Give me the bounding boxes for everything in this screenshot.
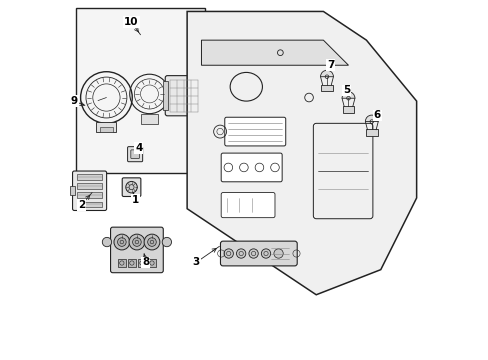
Polygon shape: [201, 40, 348, 65]
FancyBboxPatch shape: [165, 76, 202, 116]
Bar: [321, 85, 332, 91]
Text: 1: 1: [131, 195, 139, 205]
Circle shape: [114, 234, 129, 250]
Circle shape: [144, 234, 160, 250]
Circle shape: [273, 249, 283, 258]
Bar: [118, 259, 125, 267]
Bar: [77, 202, 102, 207]
Text: 3: 3: [192, 257, 199, 267]
Wedge shape: [341, 92, 354, 98]
Text: 4: 4: [135, 143, 142, 153]
Wedge shape: [365, 115, 378, 122]
Bar: [77, 193, 102, 198]
Bar: [128, 259, 136, 267]
Text: 10: 10: [124, 17, 139, 27]
Bar: [163, 81, 168, 110]
Bar: [76, 8, 204, 173]
FancyBboxPatch shape: [110, 227, 163, 273]
Circle shape: [102, 237, 111, 247]
FancyBboxPatch shape: [220, 241, 297, 266]
Bar: [96, 122, 116, 132]
Circle shape: [117, 238, 126, 246]
Text: 6: 6: [373, 111, 380, 121]
Bar: [70, 186, 75, 195]
Text: 8: 8: [142, 257, 149, 267]
Bar: [366, 130, 377, 136]
Text: 2: 2: [78, 200, 85, 210]
Bar: [100, 127, 113, 132]
Bar: [138, 259, 145, 267]
FancyBboxPatch shape: [313, 123, 372, 219]
Text: 9: 9: [70, 96, 78, 106]
Bar: [342, 106, 353, 113]
Bar: [77, 174, 102, 180]
FancyBboxPatch shape: [127, 147, 142, 162]
Circle shape: [261, 249, 270, 258]
FancyBboxPatch shape: [72, 171, 106, 211]
Circle shape: [162, 237, 171, 247]
Bar: [148, 259, 156, 267]
FancyBboxPatch shape: [221, 193, 274, 218]
Circle shape: [125, 181, 137, 193]
Circle shape: [147, 238, 156, 246]
FancyBboxPatch shape: [221, 153, 282, 182]
Polygon shape: [187, 12, 416, 295]
Circle shape: [129, 234, 144, 250]
Circle shape: [248, 249, 258, 258]
Text: 7: 7: [326, 60, 334, 70]
FancyBboxPatch shape: [131, 150, 139, 158]
Circle shape: [236, 249, 245, 258]
FancyBboxPatch shape: [122, 178, 141, 197]
Circle shape: [132, 238, 141, 246]
Text: 5: 5: [343, 85, 349, 95]
Wedge shape: [320, 70, 333, 77]
Bar: [77, 183, 102, 189]
Bar: [140, 114, 158, 125]
FancyBboxPatch shape: [224, 117, 285, 146]
Circle shape: [224, 249, 233, 258]
